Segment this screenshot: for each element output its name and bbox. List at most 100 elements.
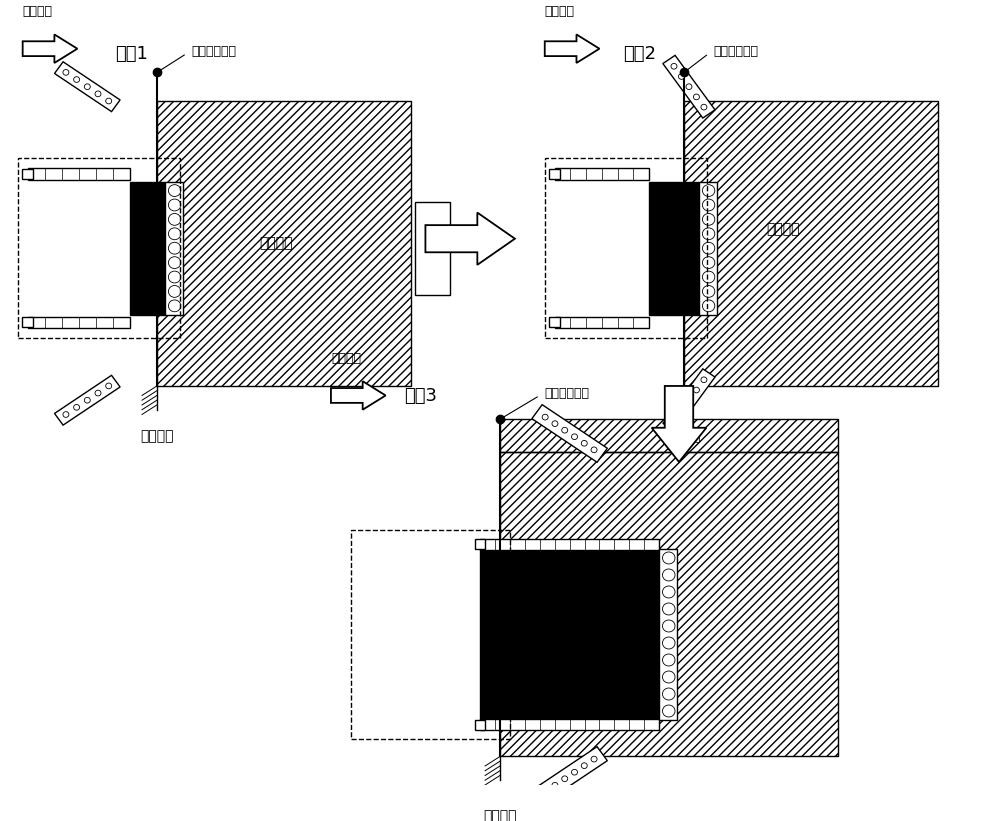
Circle shape [74,405,80,410]
Bar [555,168,649,180]
Bar [480,549,659,720]
Bar [165,181,183,314]
Circle shape [168,199,181,211]
Text: 阶况2: 阶况2 [623,45,656,63]
Circle shape [701,104,707,110]
Bar [500,420,838,452]
Polygon shape [545,34,599,63]
Circle shape [168,300,181,312]
Text: 阶况1: 阶况1 [116,45,148,63]
Circle shape [662,671,675,683]
Text: 前进方向: 前进方向 [23,5,53,18]
Circle shape [662,637,675,649]
Circle shape [168,228,181,240]
Circle shape [702,271,715,283]
Bar [659,549,677,720]
Circle shape [572,769,577,775]
Polygon shape [652,386,706,462]
Text: 喷洒搅铺开始: 喷洒搅铺开始 [714,45,759,58]
Bar [28,168,130,180]
Polygon shape [532,405,607,462]
Bar [351,530,510,739]
Circle shape [693,94,699,100]
Bar [22,317,33,328]
Bar [18,158,180,338]
Circle shape [542,789,548,795]
Circle shape [678,407,684,413]
Circle shape [572,433,577,439]
Circle shape [662,569,675,581]
Bar [549,169,560,179]
Text: 路面接缝: 路面接缝 [140,429,174,443]
Circle shape [84,84,90,89]
Circle shape [591,756,597,762]
Bar [475,539,485,549]
Circle shape [662,620,675,632]
Bar [22,169,33,179]
Bar [500,452,838,756]
Bar [649,181,699,314]
Circle shape [662,603,675,615]
Circle shape [662,654,675,666]
Bar [549,317,560,328]
Polygon shape [55,62,120,112]
Circle shape [74,76,80,82]
Circle shape [95,91,101,97]
Bar [684,101,938,386]
Polygon shape [55,375,120,425]
Polygon shape [23,34,77,63]
Circle shape [702,242,715,255]
Circle shape [671,418,677,424]
Circle shape [702,300,715,312]
Circle shape [581,440,587,446]
Circle shape [63,411,69,417]
Text: 待铺路面: 待铺路面 [260,236,293,250]
Circle shape [693,388,699,392]
Polygon shape [425,213,515,265]
Circle shape [168,271,181,283]
Text: 喷洒搅铺开始: 喷洒搅铺开始 [545,387,590,400]
Text: 前进方向: 前进方向 [331,352,361,365]
Bar [157,101,411,386]
Circle shape [562,428,568,433]
Circle shape [168,242,181,255]
Bar [475,720,485,730]
Text: 待铺路面: 待铺路面 [551,635,588,650]
Circle shape [581,763,587,768]
Bar [415,202,450,295]
Polygon shape [331,381,386,410]
Circle shape [702,286,715,297]
Circle shape [95,390,101,396]
Circle shape [678,74,684,80]
Circle shape [702,185,715,196]
Bar [130,181,165,314]
Bar [480,539,659,550]
Circle shape [662,705,675,717]
Bar [500,452,838,756]
Circle shape [168,185,181,196]
Polygon shape [532,746,607,805]
Circle shape [671,63,677,69]
Circle shape [168,257,181,268]
Circle shape [168,286,181,297]
Circle shape [562,776,568,782]
Circle shape [702,257,715,268]
Text: 待铺路面: 待铺路面 [767,222,800,236]
Circle shape [591,447,597,452]
Bar [480,719,659,731]
Circle shape [106,99,112,103]
Text: 喷洒搅铺开始: 喷洒搅铺开始 [192,45,237,58]
Circle shape [702,228,715,240]
Circle shape [84,397,90,403]
Bar [500,420,838,452]
Circle shape [168,213,181,225]
Circle shape [702,213,715,225]
Circle shape [662,586,675,598]
Circle shape [686,84,692,89]
Bar [555,317,649,328]
Circle shape [702,199,715,211]
Bar [28,317,130,328]
Circle shape [686,397,692,403]
Bar [157,101,411,386]
Polygon shape [663,55,715,118]
